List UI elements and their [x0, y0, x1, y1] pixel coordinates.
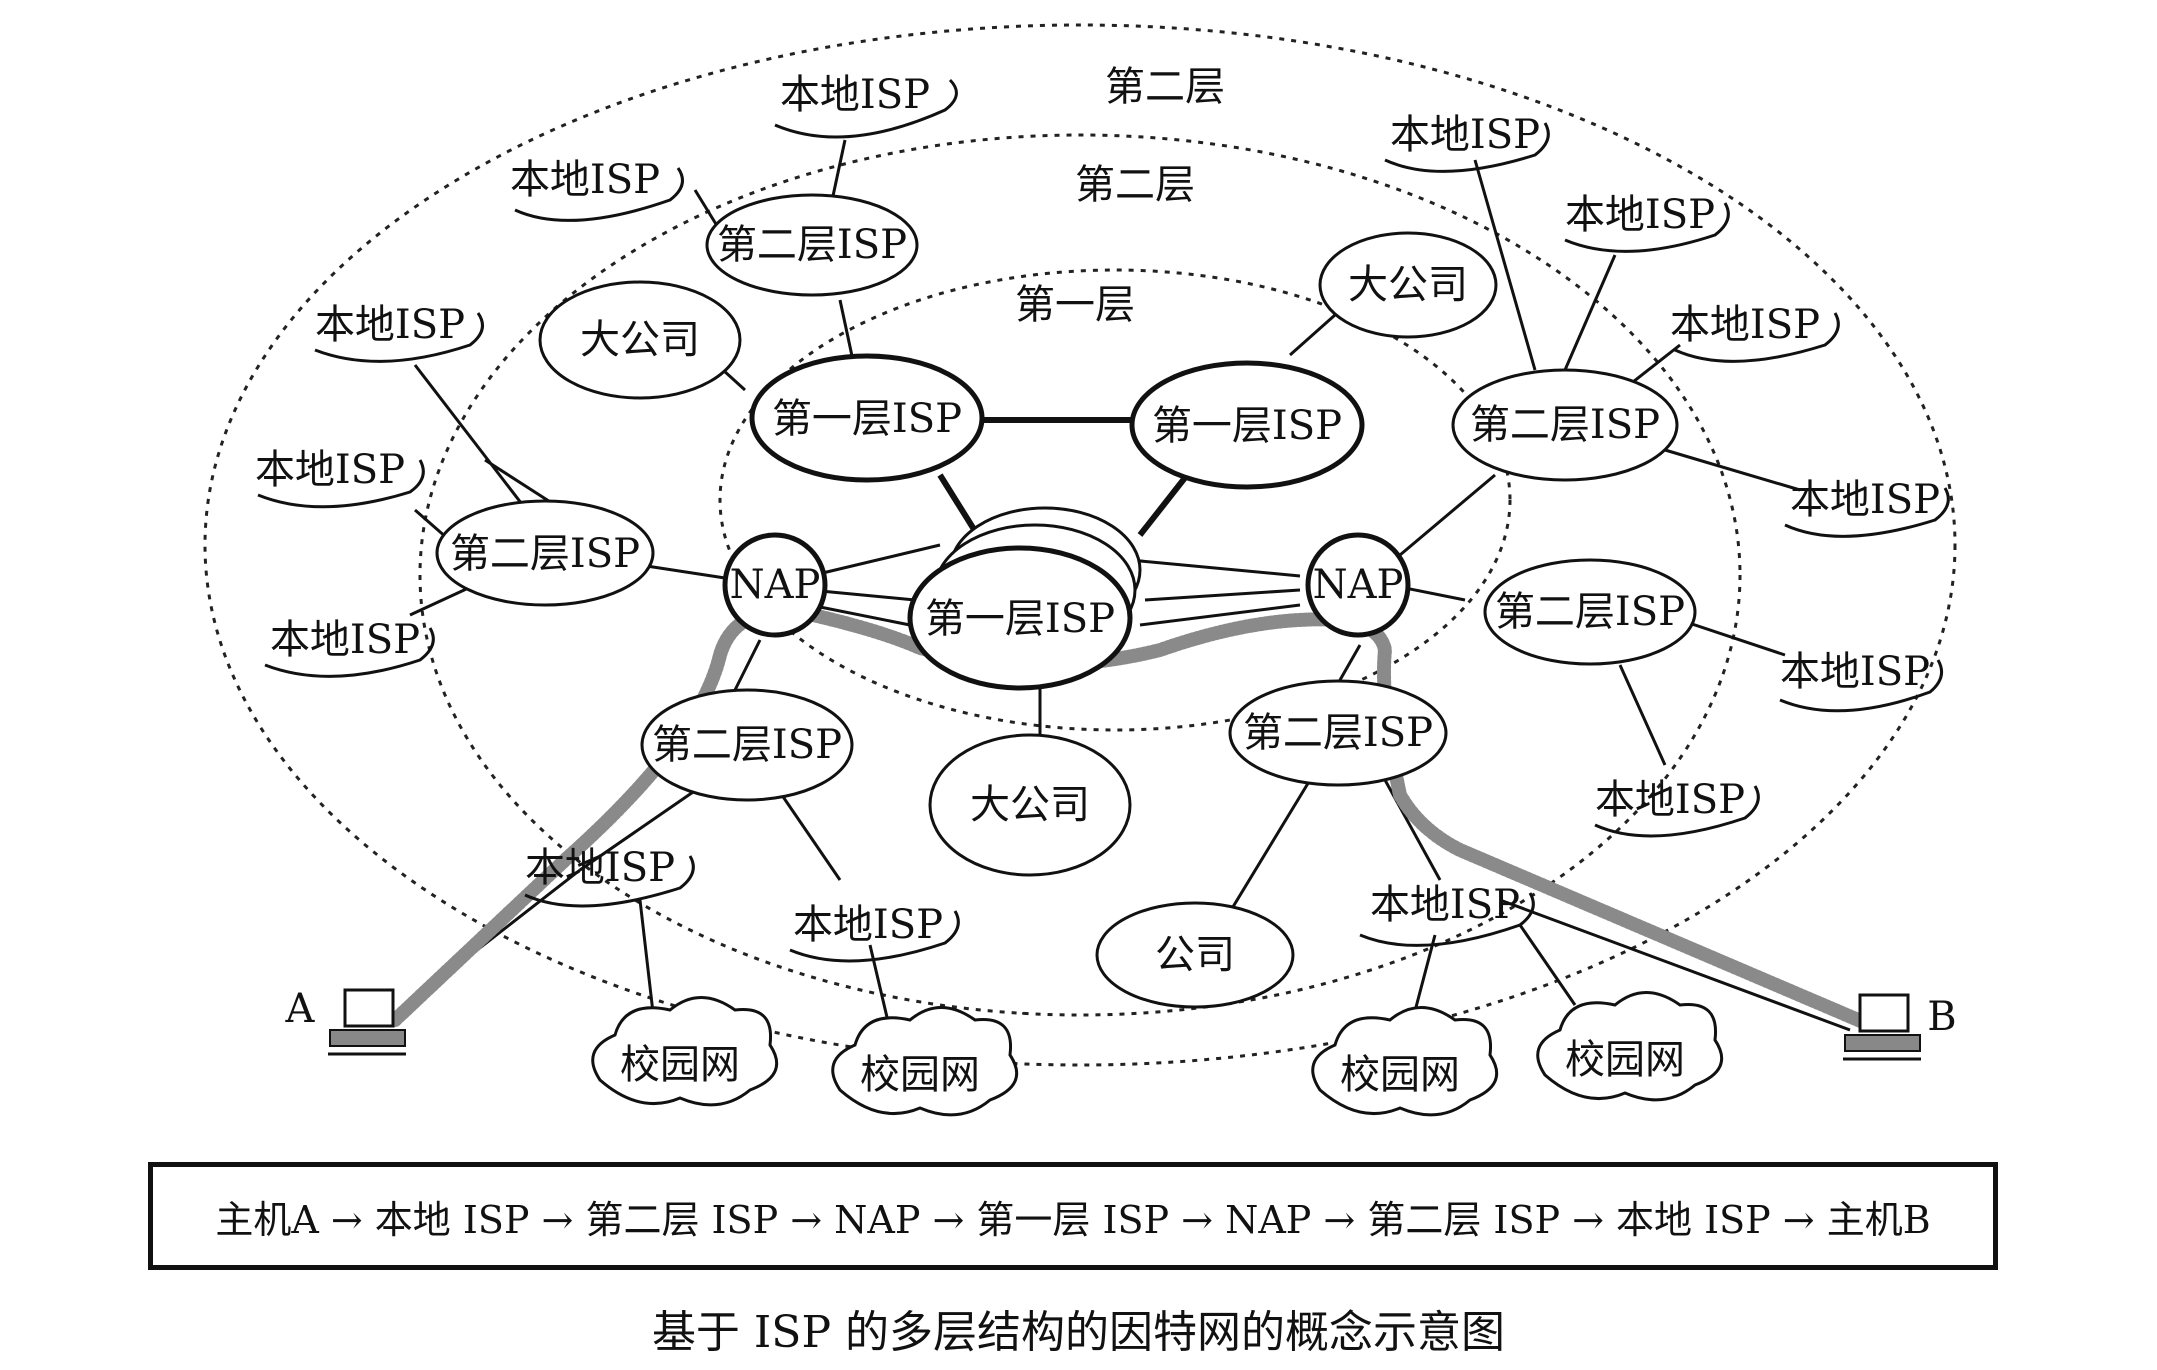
nap-left: NAP [722, 532, 828, 638]
campus-label-4: 校园网 [1565, 1037, 1685, 1083]
local-isp-5: 本地ISP [270, 617, 420, 663]
host-b-computer-icon [1843, 993, 1921, 1061]
local-isp-1: 本地ISP [780, 72, 930, 118]
local-isp-13: 本地ISP [793, 902, 943, 948]
big-company-bottom: 大公司 [928, 733, 1132, 877]
campus-label-2: 校园网 [860, 1052, 980, 1098]
local-isp-4: 本地ISP [255, 447, 405, 493]
route-box: 主机A → 本地 ISP → 第二层 ISP → NAP → 第一层 ISP →… [148, 1162, 1998, 1270]
tier2-isp-bottom-right: 第二层ISP [1228, 679, 1448, 787]
tier2-isp-right-upper: 第二层ISP [1451, 368, 1679, 482]
nap-right: NAP [1305, 532, 1411, 638]
campus-cloud-2 [831, 1006, 1019, 1117]
svg-text:第二层ISP: 第二层ISP [717, 222, 907, 268]
svg-text:第二层ISP: 第二层ISP [1470, 402, 1660, 448]
inner-ring [718, 268, 1512, 732]
local-isp-14: 本地ISP [1370, 882, 1520, 928]
tier1-isp-left: 第一层ISP [749, 353, 985, 483]
local-isp-6: 本地ISP [1390, 112, 1540, 158]
svg-text:第一层ISP: 第一层ISP [772, 396, 962, 442]
ring-label-middle: 第二层 [1075, 162, 1195, 208]
campus-cloud-3 [1311, 1006, 1499, 1117]
figure-caption: 基于 ISP 的多层结构的因特网的概念示意图 [651, 1307, 1506, 1358]
local-isp-2: 本地ISP [510, 157, 660, 203]
tier1-isp-center-label: 第一层ISP [925, 596, 1115, 642]
svg-text:NAP: NAP [730, 562, 821, 608]
ring-label-inner: 第一层 [1015, 282, 1135, 328]
campus-cloud-1 [591, 996, 779, 1107]
local-isp-8: 本地ISP [1670, 302, 1820, 348]
svg-text:第二层ISP: 第二层ISP [450, 531, 640, 577]
tier1-isp-center: 第一层ISP [907, 506, 1142, 691]
local-isp-11: 本地ISP [1595, 777, 1745, 823]
svg-text:第二层ISP: 第二层ISP [652, 722, 842, 768]
svg-text:大公司: 大公司 [970, 782, 1090, 828]
local-isp-7: 本地ISP [1565, 192, 1715, 238]
route-text: 主机A → 本地 ISP → 第二层 ISP → NAP → 第一层 ISP →… [215, 1197, 1931, 1242]
campus-label-1: 校园网 [620, 1042, 740, 1088]
ring-label-outer: 第二层 [1105, 64, 1225, 110]
campus-cloud-4 [1536, 991, 1724, 1102]
local-isp-9: 本地ISP [1790, 477, 1940, 523]
tier1-isp-right: 第一层ISP [1129, 360, 1365, 490]
company: 公司 [1095, 901, 1295, 1009]
svg-text:第二层ISP: 第二层ISP [1243, 710, 1433, 756]
tier2-isp-top: 第二层ISP [705, 193, 919, 297]
host-a-label: A [285, 986, 316, 1032]
host-a-computer-icon [328, 988, 406, 1056]
local-isp-3: 本地ISP [315, 302, 465, 348]
svg-text:第一层ISP: 第一层ISP [1152, 403, 1342, 449]
svg-text:大公司: 大公司 [580, 317, 700, 363]
svg-text:NAP: NAP [1313, 562, 1404, 608]
local-isp-12: 本地ISP [525, 845, 675, 891]
local-isp-10: 本地ISP [1780, 649, 1930, 695]
svg-text:大公司: 大公司 [1348, 262, 1468, 308]
outer-ring [203, 23, 1957, 1067]
host-b-label: B [1927, 994, 1956, 1040]
campus-label-3: 校园网 [1340, 1052, 1460, 1098]
tier2-isp-right: 第二层ISP [1483, 558, 1697, 666]
svg-text:公司: 公司 [1155, 932, 1235, 978]
middle-ring [418, 133, 1742, 1017]
tier2-isp-left: 第二层ISP [435, 499, 655, 607]
tier2-isp-bottom-left: 第二层ISP [640, 688, 854, 802]
svg-text:第二层ISP: 第二层ISP [1495, 589, 1685, 635]
big-company-left: 大公司 [538, 280, 742, 400]
big-company-top: 大公司 [1318, 231, 1498, 339]
